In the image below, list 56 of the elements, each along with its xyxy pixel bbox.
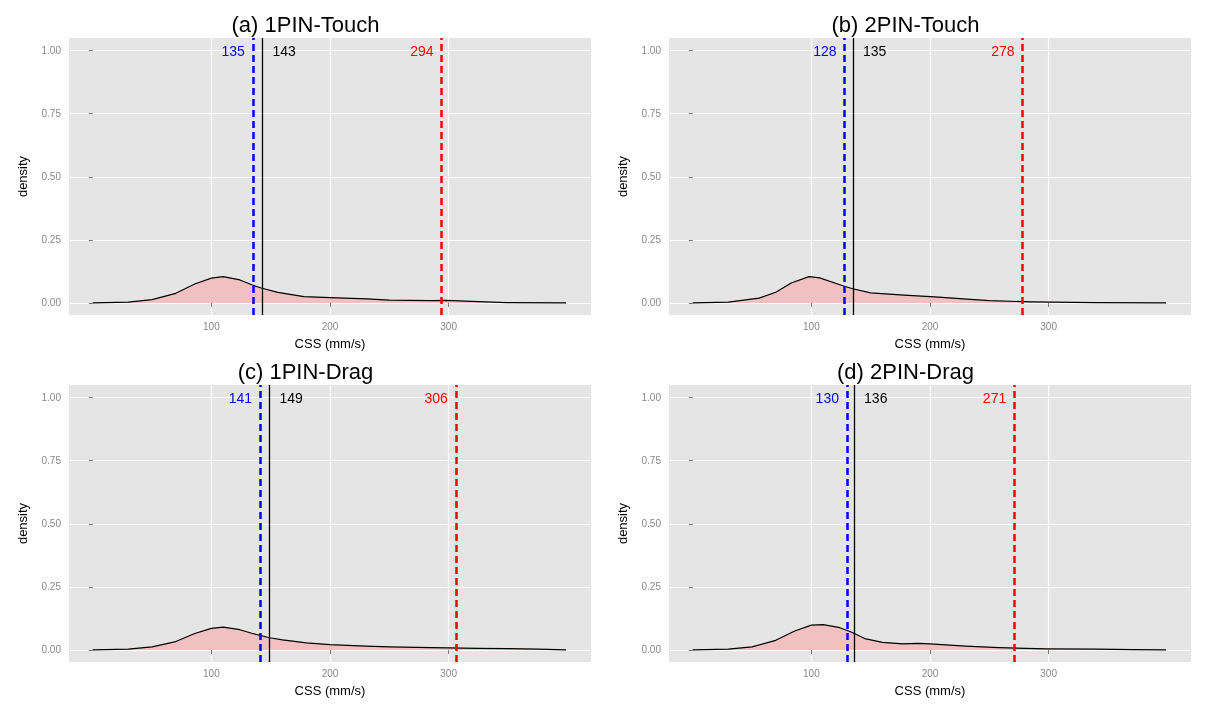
ref-line-label: 271 (982, 389, 1007, 406)
x-tick-label: 100 (203, 667, 221, 679)
x-tick-label: 300 (1040, 320, 1058, 332)
chart-title: (b) 2PIN-Touch (831, 11, 980, 37)
y-axis-title: density (615, 502, 630, 545)
y-tick-label: 0.75 (641, 455, 662, 467)
ref-line-label: 141 (228, 389, 253, 406)
x-axis-title: CSS (mm/s) (294, 336, 366, 351)
ref-line-label: 135 (862, 42, 887, 59)
y-axis-title: density (15, 155, 30, 198)
y-tick-label: 1.00 (41, 392, 62, 404)
x-tick-label: 300 (440, 320, 458, 332)
ref-line-label: 278 (991, 42, 1015, 59)
ref-line-label: 130 (815, 389, 840, 406)
ref-line-label: 128 (813, 42, 837, 59)
ref-line-label: 306 (424, 389, 448, 406)
y-tick-label: 0.50 (641, 518, 662, 530)
x-axis-title: CSS (mm/s) (894, 336, 966, 351)
x-tick-label: 200 (921, 320, 939, 332)
y-tick-label: 0.25 (641, 581, 662, 593)
y-tick-label: 0.25 (41, 581, 62, 593)
y-tick-label: 0.50 (41, 518, 62, 530)
y-tick-label: 0.00 (641, 644, 662, 656)
y-tick-label: 0.25 (641, 234, 662, 246)
y-tick-label: 0.00 (41, 297, 62, 309)
y-tick-label: 0.50 (41, 171, 62, 183)
y-tick-label: 0.75 (641, 108, 662, 120)
y-tick-label: 1.00 (641, 392, 662, 404)
y-tick-label: 0.00 (41, 644, 62, 656)
y-axis-title: density (15, 502, 30, 545)
x-tick-label: 300 (1040, 667, 1058, 679)
y-tick-label: 0.25 (41, 234, 62, 246)
x-tick-label: 200 (321, 320, 339, 332)
ref-line-label: 294 (410, 42, 434, 59)
x-tick-label: 200 (321, 667, 339, 679)
y-tick-label: 1.00 (41, 45, 62, 57)
y-tick-label: 0.75 (41, 455, 62, 467)
x-tick-label: 100 (203, 320, 221, 332)
y-tick-label: 0.75 (41, 108, 62, 120)
ref-line-label: 143 (272, 42, 296, 59)
y-tick-label: 0.00 (641, 297, 662, 309)
chart-title: (c) 1PIN-Drag (237, 358, 374, 384)
y-tick-label: 1.00 (641, 45, 662, 57)
y-axis-title: density (615, 155, 630, 198)
chart-title: (a) 1PIN-Touch (231, 11, 380, 37)
ref-line-label: 149 (279, 389, 304, 406)
x-tick-label: 100 (803, 320, 821, 332)
x-tick-label: 300 (440, 667, 458, 679)
x-axis-title: CSS (mm/s) (894, 683, 966, 698)
x-tick-label: 100 (803, 667, 821, 679)
x-tick-label: 200 (921, 667, 939, 679)
ref-line-label: 136 (864, 389, 888, 406)
y-tick-label: 0.50 (641, 171, 662, 183)
ref-line-label: 135 (221, 42, 246, 59)
x-axis-title: CSS (mm/s) (294, 683, 366, 698)
chart-title: (d) 2PIN-Drag (837, 358, 974, 384)
